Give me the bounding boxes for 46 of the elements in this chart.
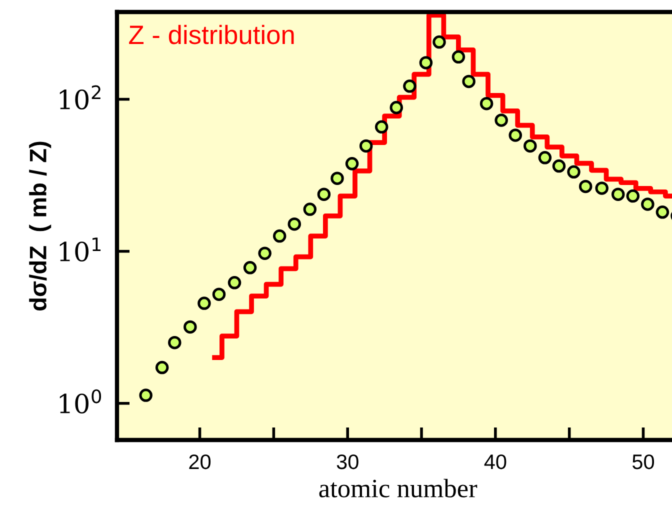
point	[390, 100, 404, 114]
point	[359, 139, 373, 153]
point	[552, 159, 566, 173]
x-tick-label: 40	[484, 454, 506, 470]
point	[317, 188, 331, 201]
point	[330, 172, 344, 185]
point	[494, 114, 508, 127]
point	[595, 182, 608, 195]
point	[626, 189, 640, 203]
y-tick-label: 10$^{1}$	[60, 238, 101, 262]
point	[228, 276, 242, 290]
point	[198, 296, 211, 310]
point	[462, 74, 476, 88]
point	[480, 96, 494, 110]
point	[258, 246, 272, 260]
y-tick-label: 10$^{2}$	[60, 85, 100, 110]
point	[508, 128, 522, 142]
point	[288, 217, 302, 231]
point	[419, 56, 433, 70]
point	[403, 80, 416, 93]
point	[303, 202, 317, 216]
point	[656, 206, 670, 219]
point	[567, 165, 580, 179]
x-axis-title: atomic number	[319, 478, 478, 498]
x-tick-label: 20	[189, 454, 211, 470]
point	[611, 188, 625, 201]
x-tick-label: 50	[632, 454, 654, 470]
point	[184, 320, 197, 334]
point	[578, 180, 592, 194]
point	[524, 139, 537, 153]
point	[168, 336, 182, 350]
point	[155, 360, 169, 374]
point	[452, 50, 466, 64]
point	[139, 388, 152, 402]
point	[432, 35, 446, 49]
x-tick-label: 30	[336, 454, 358, 470]
y-tick-label: 10$^{0}$	[60, 389, 102, 414]
point	[641, 198, 654, 211]
point	[345, 157, 359, 170]
y-axis-title: dσ/dZ ( mb / Z)	[29, 142, 52, 310]
point	[538, 151, 552, 164]
point	[374, 120, 388, 134]
text: Z - distribution	[129, 24, 294, 44]
point	[243, 261, 257, 274]
point	[212, 288, 226, 301]
point	[272, 229, 286, 243]
